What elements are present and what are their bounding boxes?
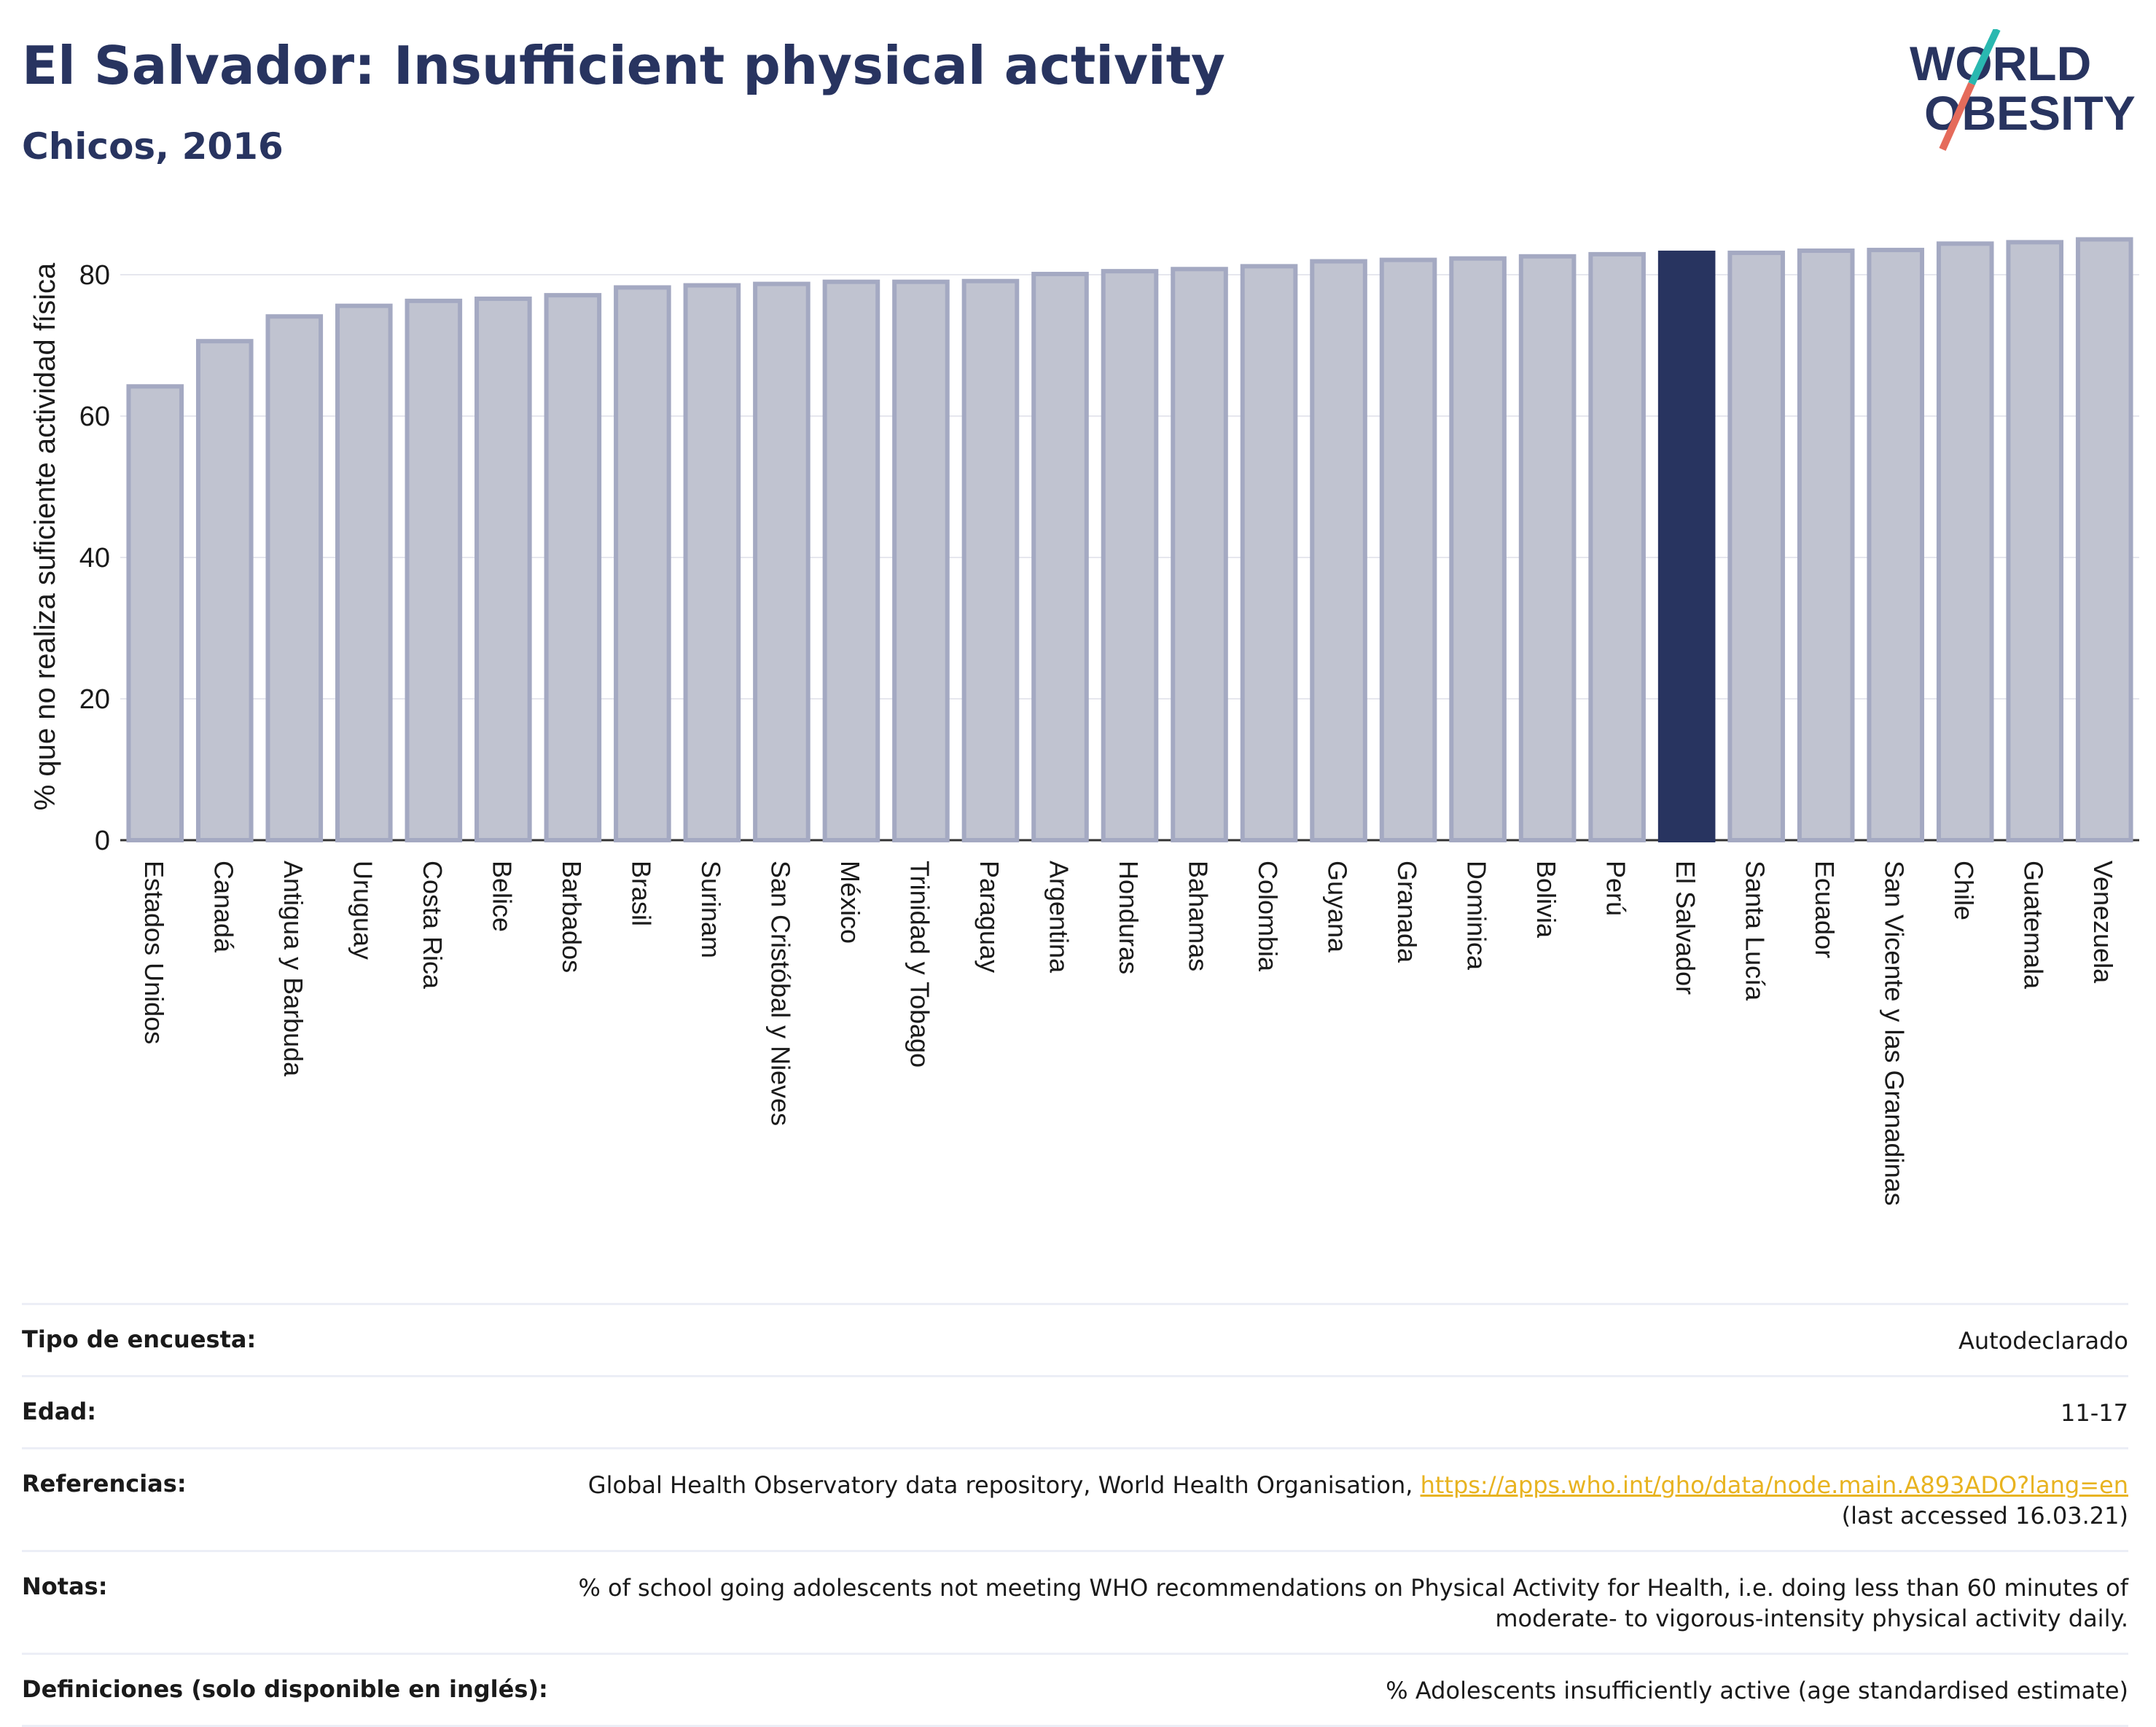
chart-title: El Salvador: Insufficient physical activ… [22, 35, 1225, 96]
bar-ecuador [1797, 248, 1855, 842]
bar-guatemala [2006, 240, 2064, 842]
info-value: % of school going adolescents not meetin… [578, 1574, 2128, 1632]
bar-el-salvador [1657, 250, 1716, 843]
bar-belice [474, 296, 532, 843]
x-tick-label: Argentina [1044, 861, 1074, 974]
bar-bolivia [1518, 254, 1577, 842]
info-row-notes: Notas: % of school going adolescents not… [22, 1550, 2128, 1653]
info-value: 11-17 [2061, 1399, 2128, 1427]
x-tick-label: Ecuador [1810, 861, 1840, 958]
x-tick-label: San Cristóbal y Nieves [765, 861, 795, 1126]
bar-estados-unidos [126, 384, 184, 842]
bar-argentina [1031, 272, 1089, 842]
info-key: Tipo de encuesta: [22, 1325, 257, 1353]
x-tick-label: Brasil [626, 861, 656, 926]
info-value: % Adolescents insufficiently active (age… [1386, 1677, 2128, 1704]
x-tick-label: Guyana [1323, 861, 1353, 953]
x-tick-label: Bahamas [1184, 861, 1214, 971]
bar-perú [1588, 251, 1646, 843]
x-tick-label: Estados Unidos [139, 861, 169, 1044]
bar-méxico [822, 279, 880, 842]
reference-text: Global Health Observatory data repositor… [587, 1471, 1421, 1499]
bar-san-vicente-y-las-granadinas [1867, 248, 1924, 843]
bar-uruguay [335, 303, 393, 842]
bar-chile [1936, 241, 1994, 842]
reference-link[interactable]: https://apps.who.int/gho/data/node.main.… [1420, 1471, 2128, 1499]
x-tick-label: Guatemala [2019, 861, 2049, 990]
y-tick-label: 0 [95, 826, 110, 856]
x-tick-label: Canadá [208, 861, 238, 953]
info-value: Global Health Observatory data repositor… [588, 1470, 2128, 1531]
info-row-definitions: Definiciones (solo disponible en inglés)… [22, 1653, 2128, 1727]
x-tick-label: Surinam [696, 861, 726, 958]
info-row-survey: Tipo de encuesta: Autodeclarado [22, 1303, 2128, 1375]
x-tick-label: Perú [1601, 861, 1631, 916]
bar-honduras [1101, 269, 1159, 842]
y-tick-label: 40 [79, 543, 110, 573]
info-key: Referencias: [22, 1470, 187, 1497]
x-tick-label: Santa Lucía [1741, 861, 1770, 1001]
y-axis-label: % que no realiza suficiente actividad fí… [29, 262, 61, 810]
x-tick-label: Belice [487, 861, 517, 932]
info-table: Tipo de encuesta: Autodeclarado Edad: 11… [22, 1303, 2128, 1727]
y-tick-label: 80 [79, 260, 110, 291]
bar-venezuela [2075, 237, 2133, 842]
bar-granada [1379, 257, 1437, 842]
logo-slash-red [1939, 82, 1975, 152]
x-tick-label: Uruguay [348, 861, 378, 960]
bar-trinidad-y-tobago [892, 279, 950, 842]
info-row-age: Edad: 11-17 [22, 1375, 2128, 1447]
x-tick-label: Antigua y Barbuda [278, 861, 308, 1077]
x-tick-label: México [835, 861, 865, 944]
bar-antigua-y-barbuda [265, 314, 324, 843]
bar-santa-lucía [1727, 250, 1785, 843]
bar-colombia [1240, 264, 1298, 843]
world-obesity-logo: WORLD OBESITY [1910, 29, 2136, 152]
info-key: Definiciones (solo disponible en inglés)… [22, 1675, 548, 1703]
bar-san-cristóbal-y-nieves [753, 281, 811, 843]
bar-surinam [683, 283, 741, 843]
logo-slash-teal [1968, 29, 2001, 86]
x-tick-label: El Salvador [1671, 861, 1700, 995]
x-tick-label: Honduras [1114, 861, 1144, 974]
x-tick-label: Venezuela [2088, 861, 2118, 984]
x-tick-label: San Vicente y las Granadinas [1880, 861, 1910, 1206]
x-tick-label: Chile [1949, 861, 1979, 920]
bar-bahamas [1171, 267, 1228, 843]
bar-chart: 0 20 40 60 80 Estados Unidos Canadá Antigua y … [29, 237, 2139, 1206]
x-tick-label: Costa Rica [418, 861, 448, 990]
bar-dominica [1449, 256, 1507, 842]
x-tick-label: Dominica [1462, 861, 1492, 971]
chart-subtitle: Chicos, 2016 [22, 125, 284, 168]
info-key: Notas: [22, 1573, 108, 1600]
reference-accessed: (last accessed 16.03.21) [1841, 1502, 2128, 1530]
info-row-references: Referencias: Global Health Observatory d… [22, 1447, 2128, 1550]
x-tick-label: Granada [1392, 861, 1422, 963]
x-tick-label: Barbados [557, 861, 587, 973]
bar-guyana [1310, 259, 1367, 842]
x-tick-label: Colombia [1253, 861, 1283, 972]
bar-canadá [195, 339, 254, 842]
y-tick-label: 20 [79, 684, 110, 715]
bar-costa-rica [405, 298, 463, 842]
bar-brasil [614, 285, 671, 842]
x-tick-label: Paraguay [975, 861, 1004, 973]
x-tick-label: Trinidad y Tobago [905, 861, 934, 1068]
info-key: Edad: [22, 1398, 97, 1425]
bar-paraguay [961, 278, 1020, 843]
x-tick-label: Bolivia [1531, 861, 1561, 939]
bar-barbados [544, 293, 602, 842]
info-value: Autodeclarado [1958, 1327, 2128, 1355]
y-tick-label: 60 [79, 402, 110, 432]
logo-world-text: WORLD [1910, 36, 2091, 90]
